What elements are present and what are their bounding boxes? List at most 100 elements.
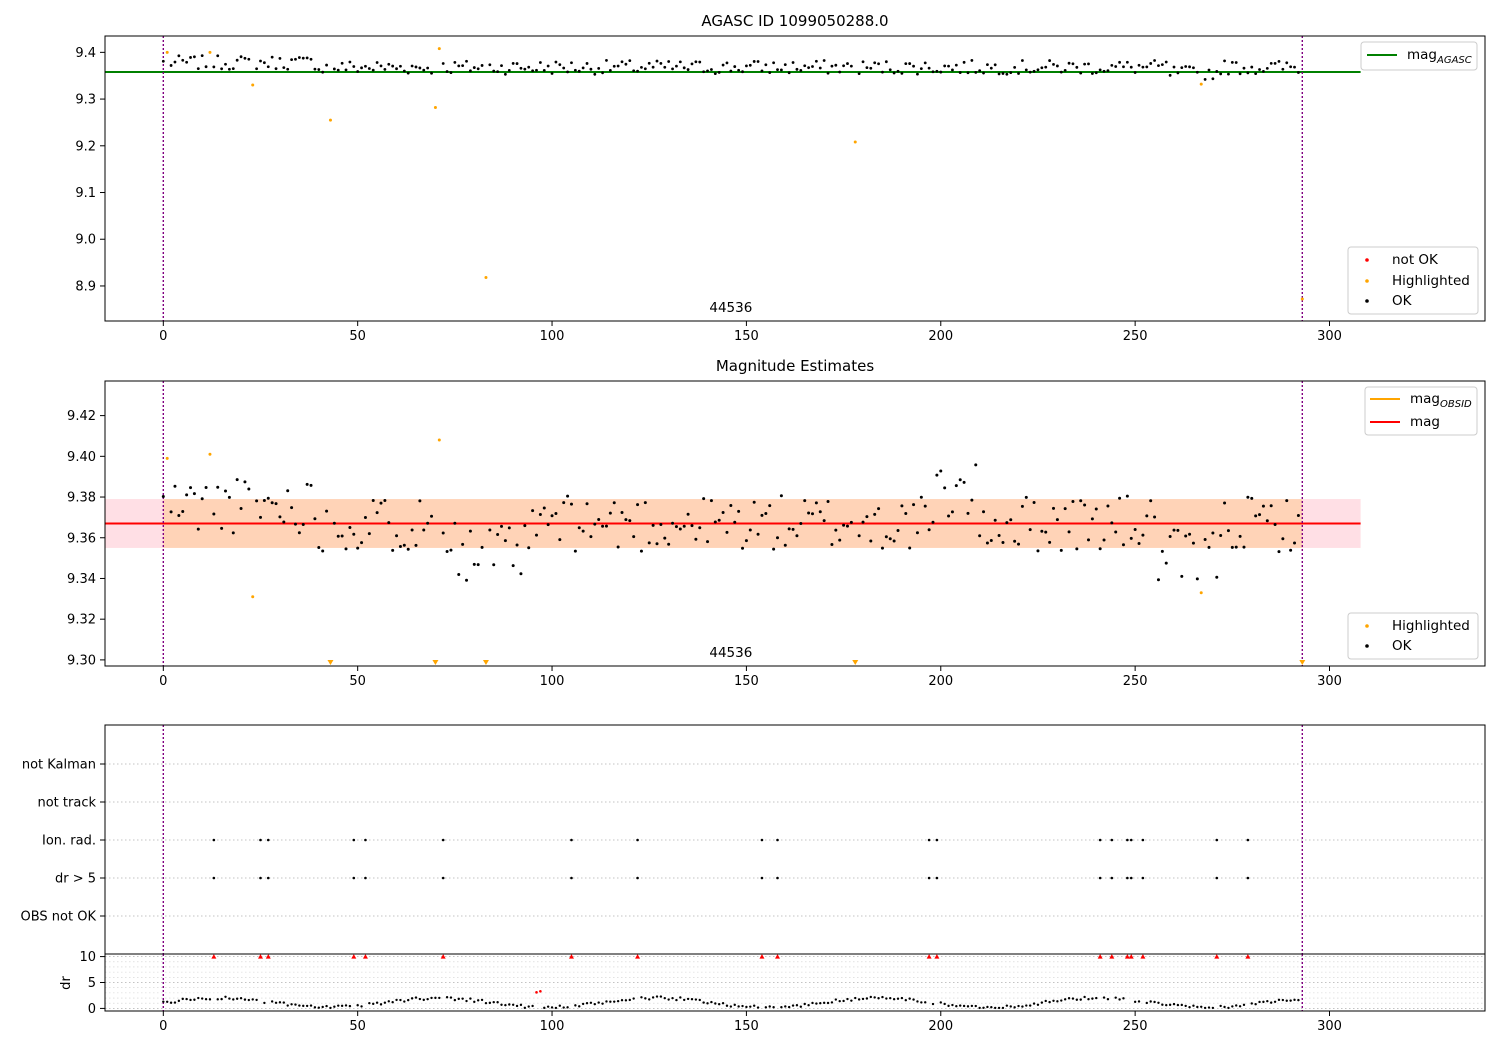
dr-point (702, 1001, 705, 1004)
flag-point (1110, 838, 1114, 842)
ok-point (507, 68, 511, 72)
panel2-legend-bottom: Highlighted OK (1347, 612, 1479, 660)
dr-point (1071, 997, 1075, 1000)
ok-point (849, 520, 853, 524)
ok-point (523, 67, 527, 71)
dr-point (616, 999, 620, 1003)
ok-point (418, 66, 422, 70)
dr-point (375, 1001, 379, 1004)
ok-point (1242, 66, 1246, 70)
ok-point (500, 524, 504, 528)
ok-point (1160, 63, 1164, 67)
dr-point (251, 998, 254, 1001)
ok-point (286, 67, 290, 71)
dr-point (982, 1006, 985, 1009)
dr-point (504, 1003, 507, 1007)
dr-point (908, 997, 911, 1000)
ok-point (1269, 61, 1273, 65)
dr-point (784, 1005, 787, 1008)
dr-point (1297, 998, 1300, 1002)
ok-point (391, 64, 395, 68)
dr-point (546, 1005, 550, 1008)
ok-point (978, 534, 982, 538)
dr-point (799, 1005, 803, 1008)
dr-point (807, 1003, 810, 1007)
ok-point (461, 64, 465, 68)
dr-point (422, 998, 425, 1002)
ok-point (776, 536, 780, 540)
ok-point (476, 563, 480, 567)
dr-point (519, 1003, 523, 1007)
dr-point (356, 1004, 359, 1007)
ok-point (943, 486, 947, 490)
ok-point (371, 498, 375, 502)
dr-point (694, 998, 698, 1001)
dr-point (729, 1005, 733, 1008)
dr-point (1067, 997, 1071, 1000)
dr-point (1106, 998, 1110, 1001)
dr-point (162, 1000, 165, 1003)
dr-point (313, 1006, 317, 1009)
flag-point (1246, 838, 1250, 842)
ok-point (169, 64, 173, 67)
dr-point (865, 997, 869, 1000)
ok-point (500, 64, 503, 68)
dr-point (749, 1005, 752, 1008)
ok-point (274, 502, 278, 506)
ok-point (235, 478, 239, 482)
dr-clipped-marker (926, 954, 932, 959)
x-tick-label: 50 (349, 674, 366, 689)
dr-point (496, 1001, 499, 1004)
dr-point (1227, 1006, 1230, 1010)
ok-point (472, 562, 476, 566)
highlighted-point (437, 438, 441, 442)
flag-point (364, 838, 367, 842)
ok-point (1230, 61, 1234, 64)
ok-point (710, 68, 713, 71)
dr-clipped-marker (351, 954, 357, 959)
flag-point (1098, 838, 1102, 842)
ok-point (1114, 530, 1118, 534)
ok-point (822, 59, 826, 62)
ok-point (562, 66, 566, 70)
ok-point (216, 54, 220, 58)
ok-point (842, 523, 846, 527)
ok-point (1160, 549, 1164, 553)
ok-point (488, 63, 492, 67)
ok-point (212, 512, 216, 516)
dr-point (1005, 1004, 1009, 1007)
dr-point (1250, 1002, 1253, 1005)
ok-point (943, 64, 947, 68)
ok-point (1067, 61, 1071, 65)
ok-point (884, 535, 888, 539)
dr-point (1009, 1005, 1012, 1008)
ok-point (888, 68, 892, 72)
dr-clipped-marker (635, 954, 641, 959)
ok-point (919, 67, 923, 71)
dr-point (239, 997, 243, 1000)
ok-point (488, 528, 492, 532)
ok-point (612, 64, 616, 68)
ok-point (605, 59, 608, 62)
dr-clipped-marker (257, 954, 263, 959)
ok-point (849, 64, 853, 68)
ok-point (258, 515, 262, 519)
dr-point (683, 998, 686, 1002)
ok-point (873, 512, 877, 516)
dr-point (609, 1000, 612, 1003)
dr-point (476, 999, 480, 1002)
ok-point (449, 548, 453, 552)
flag-point (760, 838, 764, 842)
ok-point (317, 546, 321, 550)
ok-point (826, 71, 830, 75)
dr-point (601, 1002, 604, 1005)
x-tick-label: 300 (1317, 329, 1342, 344)
ok-point (1083, 62, 1087, 66)
dr-clipped-marker (1214, 954, 1220, 959)
ok-point (896, 529, 900, 533)
ok-point (601, 524, 605, 528)
ok-point (1145, 514, 1149, 518)
ok-point (1141, 65, 1145, 69)
ok-point (733, 520, 737, 524)
ok-point (1172, 65, 1176, 69)
